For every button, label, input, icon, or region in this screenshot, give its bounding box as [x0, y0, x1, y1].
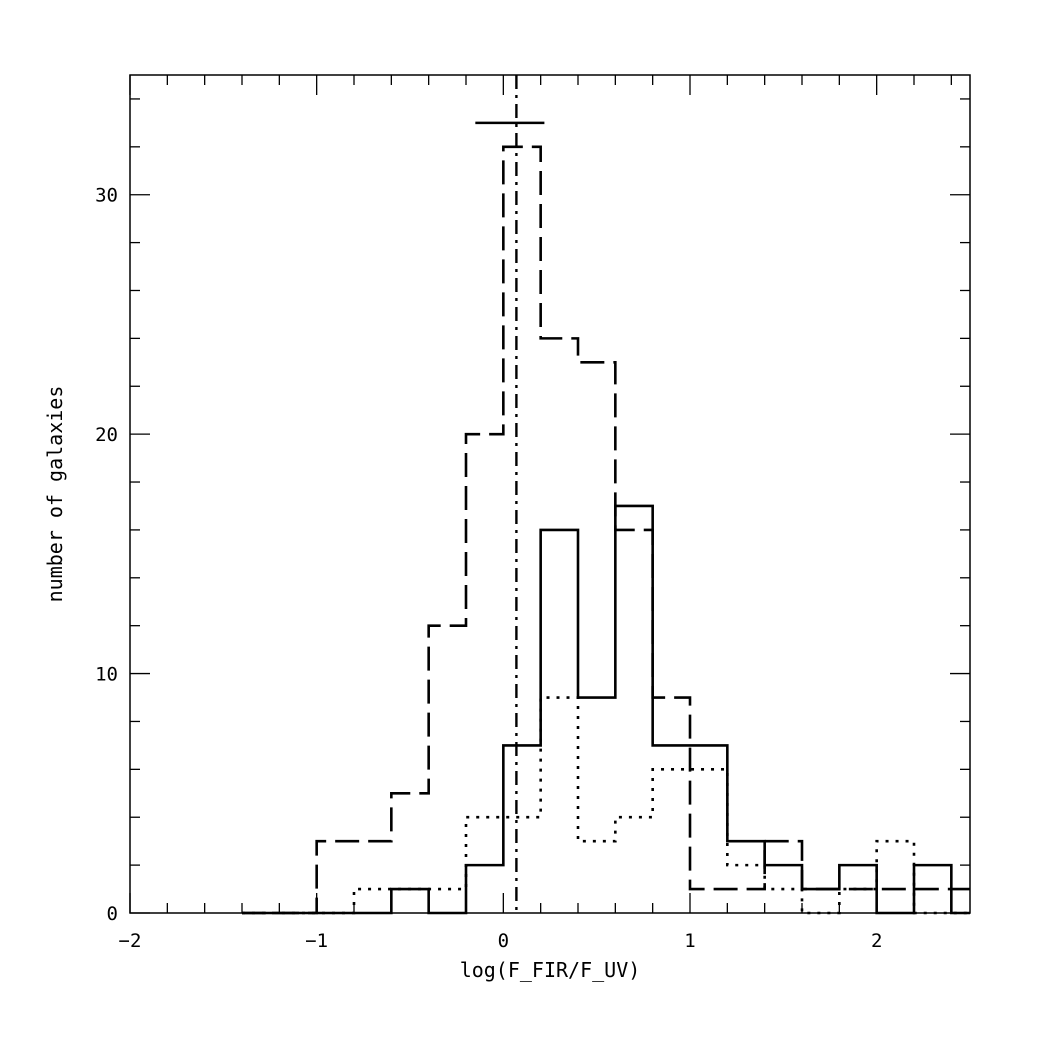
histogram-series-solid [242, 504, 970, 915]
y-tick-label: 30 [95, 185, 118, 207]
histogram-series-dashed [242, 145, 970, 915]
y-tick-label: 0 [107, 903, 118, 925]
x-tick-label: −2 [119, 930, 142, 952]
histogram-series [242, 145, 970, 915]
x-tick-label: 0 [498, 930, 509, 952]
plot-frame [129, 74, 971, 914]
x-tick-label: −1 [305, 930, 328, 952]
y-axis-label: number of galaxies [43, 386, 67, 603]
x-tick-label: 1 [684, 930, 695, 952]
reference-marker [475, 75, 545, 913]
x-axis-label: log(F_FIR/F_UV) [460, 958, 641, 982]
histogram-series-dotted [242, 696, 970, 915]
x-tick-label: 2 [871, 930, 882, 952]
y-tick-label: 20 [95, 424, 118, 446]
y-tick-label: 10 [95, 664, 118, 686]
axis-ticks [129, 75, 970, 914]
